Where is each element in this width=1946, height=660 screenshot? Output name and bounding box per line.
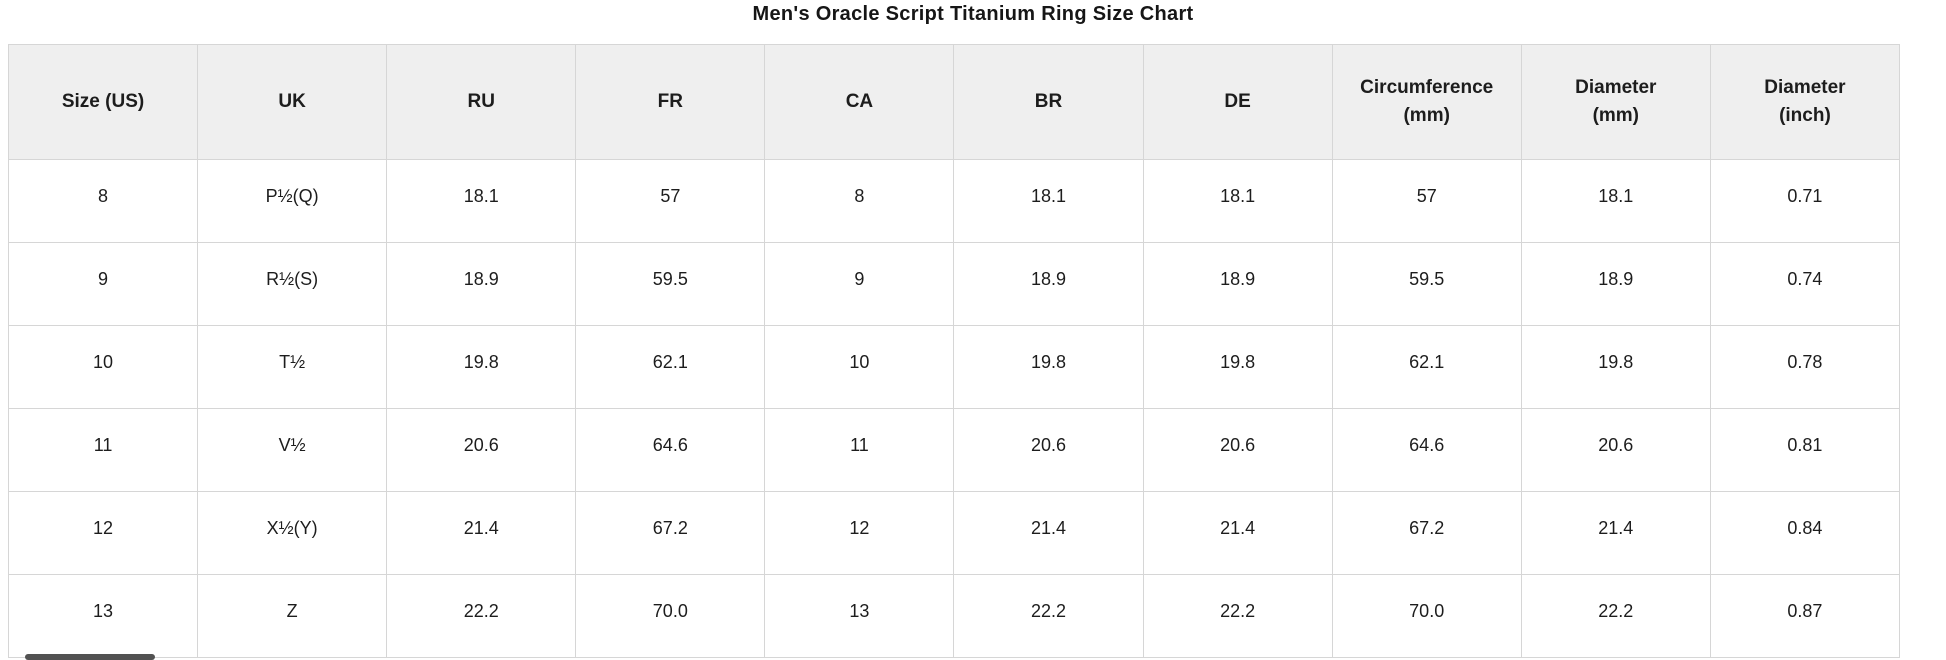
column-header-line: Diameter [1575,77,1657,99]
column-header-line: RU [467,91,495,113]
table-row: 8 P½(Q) 18.1 57 8 18.1 18.1 57 18.1 0.71 [7,159,1901,243]
table-cell: 64.6 [575,408,766,492]
table-cell: V½ [197,408,388,492]
table-cell: 20.6 [386,408,577,492]
table-cell: 20.6 [1142,408,1333,492]
table-cell: 8 [7,159,199,243]
table-cell: 8 [764,159,955,243]
table-cell: 18.1 [1142,159,1333,243]
table-cell: 20.6 [953,408,1144,492]
table-header: Size (US) UK RU FR CA BR DE Circumference (mm) Di… [7,44,1901,160]
table-cell: 19.8 [386,325,577,409]
table-row: 11 V½ 20.6 64.6 11 20.6 20.6 64.6 20.6 0.81 [7,408,1901,492]
table-cell: 67.2 [575,491,766,575]
table-cell: X½(Y) [197,491,388,575]
table-cell: 20.6 [1520,408,1711,492]
table-body: 8 P½(Q) 18.1 57 8 18.1 18.1 57 18.1 0.71 9 R½(S) 18.… [7,159,1901,658]
table-cell: T½ [197,325,388,409]
table-cell: 0.81 [1709,408,1901,492]
column-header-line: FR [657,91,683,113]
column-header-line: Circumference [1360,77,1494,99]
table-cell: 11 [7,408,199,492]
table-cell: 67.2 [1331,491,1522,575]
column-header: Size (US) [7,44,199,160]
table-cell: 21.4 [1142,491,1333,575]
table-cell: 18.9 [1142,242,1333,326]
column-header: RU [386,44,577,160]
table-cell: 11 [764,408,955,492]
column-header-line: Diameter [1764,77,1846,99]
column-header-line: BR [1034,91,1063,113]
table-cell: 18.1 [953,159,1144,243]
table-cell: 22.2 [1520,574,1711,658]
table-cell: 9 [7,242,199,326]
table-row: 10 T½ 19.8 62.1 10 19.8 19.8 62.1 19.8 0.78 [7,325,1901,409]
table-cell: 18.9 [1520,242,1711,326]
table-cell: 22.2 [953,574,1144,658]
table-cell: 19.8 [1142,325,1333,409]
table-cell: 18.1 [386,159,577,243]
header-row: Size (US) UK RU FR CA BR DE Circumference (mm) Di… [7,44,1901,160]
table-cell: 64.6 [1331,408,1522,492]
column-header: UK [197,44,388,160]
table-cell: 57 [1331,159,1522,243]
table-cell: 59.5 [1331,242,1522,326]
table-cell: 21.4 [1520,491,1711,575]
column-header-line: Size (US) [61,91,145,113]
column-header: DE [1142,44,1333,160]
table-cell: 13 [764,574,955,658]
column-header: Circumference (mm) [1331,44,1522,160]
table-cell: 13 [7,574,199,658]
column-header-line: (mm) [1592,105,1640,126]
table-cell: 18.9 [386,242,577,326]
column-header-line: (inch) [1779,105,1831,126]
table-cell: 18.9 [953,242,1144,326]
table-row: 12 X½(Y) 21.4 67.2 12 21.4 21.4 67.2 21.4 0.84 [7,491,1901,575]
table-cell: 10 [764,325,955,409]
table-cell: 0.78 [1709,325,1901,409]
table-cell: 70.0 [1331,574,1522,658]
column-header: CA [764,44,955,160]
table-cell: 10 [7,325,199,409]
horizontal-scrollbar-thumb[interactable] [25,654,155,660]
table-cell: 22.2 [386,574,577,658]
table-cell: Z [197,574,388,658]
table-cell: 62.1 [575,325,766,409]
table-cell: 9 [764,242,955,326]
table-cell: 22.2 [1142,574,1333,658]
table-cell: 0.71 [1709,159,1901,243]
table-cell: 19.8 [953,325,1144,409]
table-cell: 21.4 [386,491,577,575]
table-cell: 70.0 [575,574,766,658]
table-scroll-container: Size (US) UK RU FR CA BR DE Circumference (mm) Di… [7,44,1901,658]
chart-title: Men's Oracle Script Titanium Ring Size C… [752,3,1194,25]
table-cell: 57 [575,159,766,243]
column-header-line: (mm) [1403,105,1450,126]
table-cell: 21.4 [953,491,1144,575]
ring-size-table: Size (US) UK RU FR CA BR DE Circumference (mm) Di… [7,44,1901,658]
table-cell: 0.87 [1709,574,1901,658]
horizontal-scrollbar-track[interactable] [8,654,1900,660]
table-row: 13 Z 22.2 70.0 13 22.2 22.2 70.0 22.2 0.87 [7,574,1901,658]
table-cell: 62.1 [1331,325,1522,409]
table-cell: 12 [764,491,955,575]
table-cell: P½(Q) [197,159,388,243]
column-header: BR [953,44,1144,160]
table-cell: 0.84 [1709,491,1901,575]
table-cell: 59.5 [575,242,766,326]
column-header: Diameter (mm) [1520,44,1711,160]
table-row: 9 R½(S) 18.9 59.5 9 18.9 18.9 59.5 18.9 0.74 [7,242,1901,326]
column-header-line: DE [1224,91,1251,113]
table-cell: 18.1 [1520,159,1711,243]
column-header-line: UK [278,91,306,113]
column-header: FR [575,44,766,160]
table-cell: 19.8 [1520,325,1711,409]
column-header: Diameter (inch) [1709,44,1901,160]
column-header-line: CA [845,91,874,113]
table-cell: 0.74 [1709,242,1901,326]
table-cell: R½(S) [197,242,388,326]
table-cell: 12 [7,491,199,575]
